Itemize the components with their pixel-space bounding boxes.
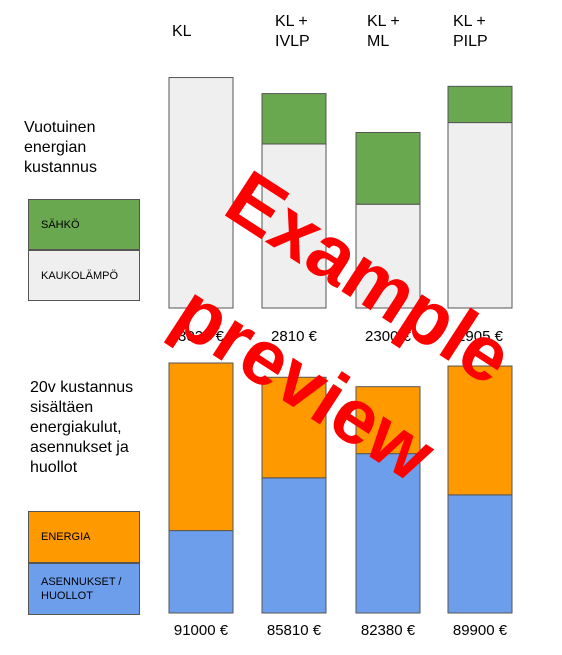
bar-20y-energy-1 [261,376,327,479]
legend-installation: ASENNUKSET / HUOLLOT [28,563,140,615]
total-label-annual-0: 3020 € [178,328,225,345]
bar-annual-electricity-1 [261,93,327,145]
legend-energy: ENERGIA [28,511,140,563]
bar-20y-energy-0 [168,362,234,532]
category-label-kl: KL [172,23,192,40]
total-label-annual-3: 2905 € [457,328,504,345]
bar-annual-district-heat-0 [168,77,234,309]
bar-20y-energy-3 [447,365,513,496]
category-label-kl-ivlp: KL + IVLP [275,13,310,50]
total-label-annual-1: 2810 € [271,328,318,345]
top-chart-title: Vuotuinen energian kustannus [24,119,97,176]
legend-energy-label: ENERGIA [41,531,91,543]
legend-installation-label: ASENNUKSET / HUOLLOT [41,576,122,602]
category-label-kl-pilp: KL + PILP [453,13,488,50]
bar-annual-district-heat-2 [355,203,421,309]
total-label-20y-2: 82380 € [361,622,416,639]
legend-electricity-label: SÄHKÖ [41,218,80,231]
bottom-chart-title: 20v kustannus sisältäen energiakulut, as… [30,379,134,476]
total-label-20y-3: 89900 € [453,622,508,639]
bar-20y-installation-1 [261,477,327,614]
bar-annual-district-heat-3 [447,122,513,309]
bar-20y-installation-3 [447,494,513,614]
total-label-annual-2: 2300 € [365,328,412,345]
legend-district-heat-label: KAUKOLÄMPÖ [41,269,119,282]
category-label-kl-ml: KL + ML [367,13,400,50]
bar-20y-energy-2 [355,386,421,455]
bar-annual-electricity-3 [447,85,513,124]
bar-20y-installation-0 [168,530,234,614]
bar-annual-electricity-2 [355,131,421,205]
legend-district-heat: KAUKOLÄMPÖ [28,250,140,301]
legend-electricity: SÄHKÖ [28,199,140,250]
bar-annual-district-heat-1 [261,143,327,309]
total-label-20y-0: 91000 € [174,622,229,639]
bar-20y-installation-2 [355,453,421,614]
total-label-20y-1: 85810 € [267,622,322,639]
